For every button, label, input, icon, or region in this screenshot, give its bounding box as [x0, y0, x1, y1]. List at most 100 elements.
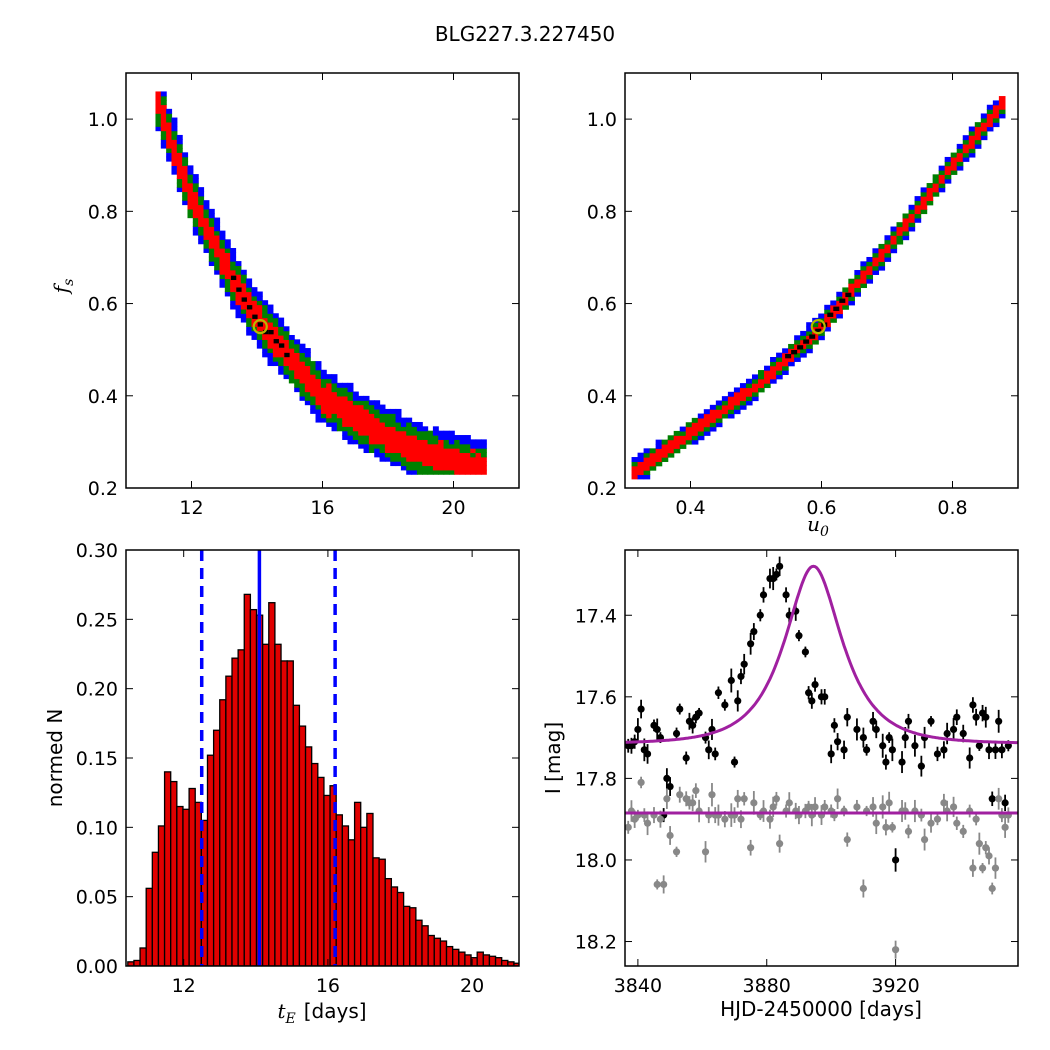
density-cell [812, 335, 819, 341]
density-cell [310, 400, 317, 406]
density-cell [400, 452, 407, 458]
x-axis-label-sub: E [285, 1011, 296, 1027]
density-cell [432, 426, 439, 432]
density-cell [171, 165, 178, 171]
density-cell [968, 130, 976, 136]
data-point [991, 864, 1000, 872]
density-cell [283, 334, 290, 340]
density-cell [176, 143, 183, 149]
density-cell [347, 435, 354, 440]
density-cell [788, 357, 795, 362]
density-cell [374, 421, 381, 427]
density-cell [299, 343, 306, 349]
density-cell [390, 461, 397, 467]
density-cell [155, 104, 162, 110]
density-cell [422, 430, 429, 436]
histogram-bar [163, 771, 172, 966]
histogram-bar [323, 794, 331, 966]
density-cell [908, 213, 916, 219]
density-cell [944, 169, 952, 175]
density-cell [342, 430, 349, 436]
density-cell [968, 135, 976, 141]
density-cell [166, 117, 173, 123]
density-cell [631, 465, 639, 471]
density-cell [475, 452, 482, 458]
density-cell [395, 426, 402, 432]
data-point [653, 880, 661, 889]
density-cell [454, 448, 461, 454]
density-cell [637, 465, 645, 471]
density-cell [288, 352, 295, 358]
histogram-bars [127, 593, 519, 966]
density-cell [246, 287, 253, 293]
density-cell [171, 126, 178, 132]
density-cell [962, 139, 970, 145]
density-cell [788, 361, 795, 367]
density-cell [872, 270, 880, 275]
density-cell [872, 252, 880, 258]
density-cell [192, 204, 199, 210]
density-cell [198, 239, 205, 245]
density-cell [878, 265, 886, 271]
panel-lightcurve: 3840 3880 3920 17.4 17.6 17.8 18.0 18.2 I [mag] H… [541, 549, 1019, 1021]
data-point [927, 717, 935, 725]
density-cell [299, 361, 306, 367]
y-tick-label: 0.4 [88, 386, 118, 408]
density-cell [643, 461, 651, 467]
density-cell [342, 408, 349, 414]
data-point [888, 746, 896, 754]
density-cell [379, 430, 386, 436]
density-cells [631, 96, 1006, 480]
density-cell [400, 435, 407, 440]
x-axis-label-symbol: u [807, 512, 820, 536]
density-cell [411, 469, 418, 475]
density-cell [347, 404, 354, 410]
density-cell [208, 221, 215, 227]
data-point [653, 725, 661, 734]
density-cell [667, 439, 675, 445]
data-point [666, 831, 674, 840]
density-cell [968, 143, 976, 149]
density-cell [920, 204, 928, 210]
best-fit-cell [262, 329, 269, 335]
density-cell [368, 408, 375, 414]
density-cell [739, 383, 747, 389]
data-point [998, 746, 1006, 754]
density-cell [160, 126, 167, 132]
figure-title: BLG227.3.227450 [434, 22, 616, 46]
density-cell [459, 439, 466, 445]
density-cell [400, 439, 407, 445]
density-cell [818, 335, 825, 341]
density-cell [283, 330, 290, 336]
density-cell [733, 409, 741, 415]
histogram-bar [347, 839, 356, 966]
density-cell [246, 326, 253, 332]
density-cell [745, 383, 753, 389]
density-cell [950, 165, 958, 171]
density-cell [166, 147, 173, 153]
density-cell [902, 222, 910, 228]
density-cell [230, 278, 237, 284]
density-cell [267, 326, 274, 332]
density-cell [416, 461, 423, 467]
density-cell [368, 417, 375, 423]
y-tick-label: 0.2 [88, 478, 118, 500]
density-cell [192, 213, 199, 219]
density-cell [411, 443, 418, 449]
data-point [730, 758, 739, 766]
density-cell [315, 417, 322, 423]
density-cell [192, 182, 199, 188]
density-cell [310, 382, 317, 388]
density-cell [974, 130, 982, 136]
density-cell [938, 187, 946, 193]
density-cell [812, 322, 819, 328]
density-cell [272, 330, 279, 336]
density-cell [240, 278, 247, 284]
density-cell [166, 108, 173, 114]
data-point [1001, 799, 1009, 807]
density-cell [187, 200, 194, 206]
density-cell [272, 326, 279, 332]
density-cell [438, 443, 445, 449]
data-point [692, 787, 700, 795]
density-cell [320, 378, 327, 384]
